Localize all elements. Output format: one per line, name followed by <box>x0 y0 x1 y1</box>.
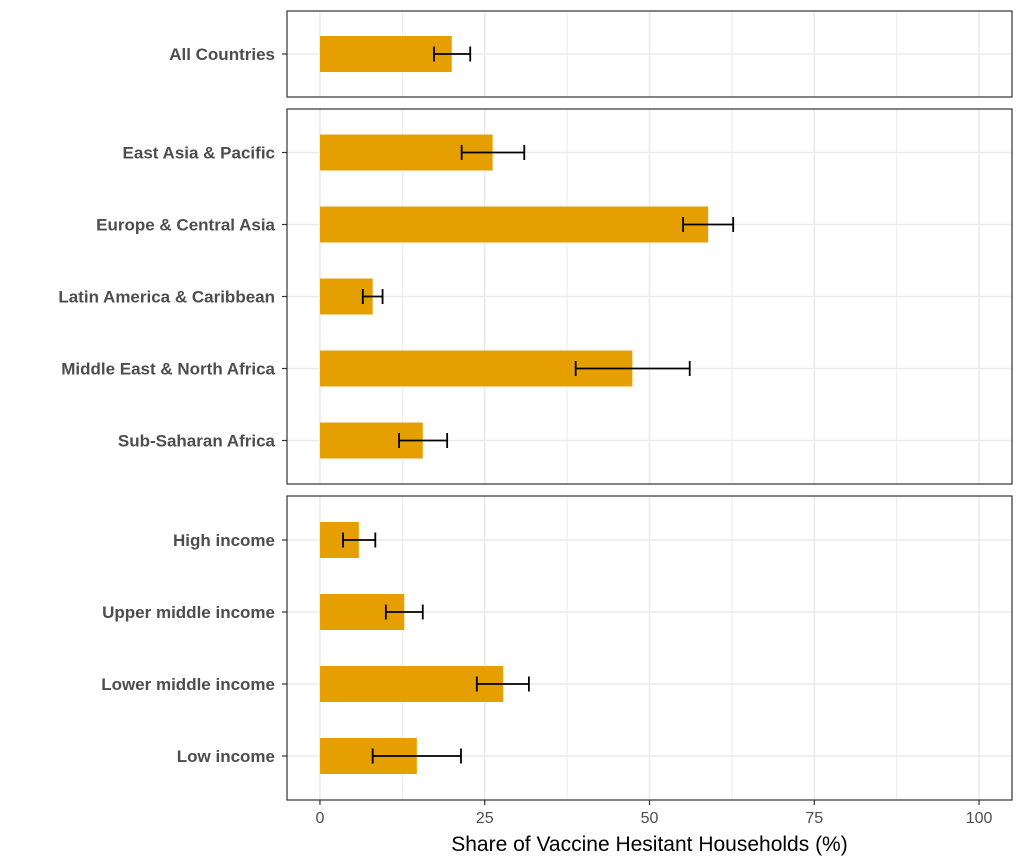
category-label: Sub-Saharan Africa <box>118 432 276 451</box>
category-label: Upper middle income <box>102 603 275 622</box>
bar <box>319 36 452 72</box>
error-bar <box>433 46 472 62</box>
category-label: Low income <box>177 747 275 766</box>
chart-panels: All Countries Sub-Saharan Africa Middle Ea… <box>58 10 1013 801</box>
error-bar <box>574 361 691 376</box>
x-tick-label: 50 <box>641 810 659 827</box>
x-tick-label: 25 <box>476 810 494 827</box>
panel-1: All Countries <box>169 10 1013 98</box>
error-bar <box>475 676 530 692</box>
error-bar <box>384 604 424 620</box>
x-tick-label: 0 <box>316 810 325 827</box>
category-label: East Asia & Pacific <box>123 144 275 163</box>
error-bar <box>398 433 449 448</box>
category-label: Europe & Central Asia <box>96 216 275 235</box>
x-tick-label: 75 <box>805 810 823 827</box>
panel-border <box>286 108 1013 485</box>
category-label: Lower middle income <box>101 675 275 694</box>
category-label: High income <box>173 531 275 550</box>
x-tick-label: 100 <box>966 810 993 827</box>
panel-3: Low income Lower middle income Upper middl… <box>101 495 1013 801</box>
panel-2: Sub-Saharan Africa Middle East & North Af… <box>58 108 1013 485</box>
panel-border <box>286 10 1013 98</box>
error-bar <box>342 532 377 548</box>
error-bar <box>682 217 735 232</box>
bar <box>319 206 709 243</box>
x-axis: 0 25 50 75 100 <box>316 800 993 827</box>
error-bar <box>460 145 526 160</box>
x-axis-title: Share of Vaccine Hesitant Households (%) <box>451 833 847 856</box>
error-bar <box>361 289 384 304</box>
category-label: All Countries <box>169 45 275 64</box>
category-label: Latin America & Caribbean <box>58 288 275 307</box>
bar <box>319 666 504 702</box>
category-label: Middle East & North Africa <box>61 360 275 379</box>
error-bar <box>371 748 462 764</box>
